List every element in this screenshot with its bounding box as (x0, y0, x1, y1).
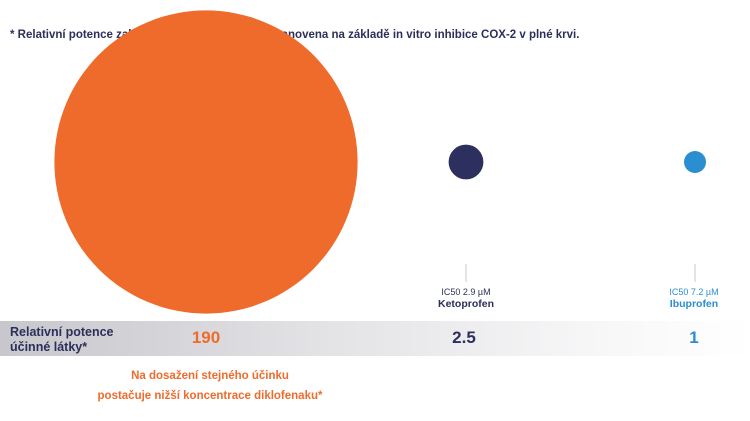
potency-band-label-line2: účinné látky* (10, 340, 88, 354)
drug-name-diklofenak: Diklofenak (179, 298, 233, 310)
ic50-ketoprofen: IC50 2.9 µM (441, 287, 491, 297)
ic50-ibuprofen: IC50 7.2 µM (669, 287, 719, 297)
potency-band (0, 321, 750, 356)
potency-ketoprofen: 2.5 (452, 328, 476, 347)
potency-ibuprofen: 1 (689, 328, 699, 347)
bubble-diklofenak (54, 10, 358, 314)
label-ibuprofen: IC50 7.2 µM Ibuprofen (624, 287, 750, 311)
diklofenak-note-line1: Na dosažení stejného účinku (131, 370, 289, 382)
bubble-ketoprofen (448, 144, 484, 180)
drug-name-ketoprofen: Ketoprofen (438, 298, 494, 310)
drug-name-ibuprofen: Ibuprofen (669, 298, 719, 310)
label-ketoprofen: IC50 2.9 µM Ketoprofen (396, 287, 536, 311)
potency-diklofenak: 190 (191, 328, 221, 347)
ic50-diklofenak: IC50 0.038 µM (176, 287, 236, 297)
diklofenak-note-line2: postačuje nižší koncentrace diklofenaku* (97, 390, 323, 402)
bubble-ibuprofen (684, 151, 706, 173)
potency-band-label: Relativní potence účinné látky* (10, 325, 114, 355)
potency-band-label-line1: Relativní potence (10, 325, 114, 339)
label-diklofenak: IC50 0.038 µM Diklofenak (136, 287, 276, 311)
diklofenak-note: Na dosažení stejného účinku postačuje ni… (70, 366, 350, 406)
